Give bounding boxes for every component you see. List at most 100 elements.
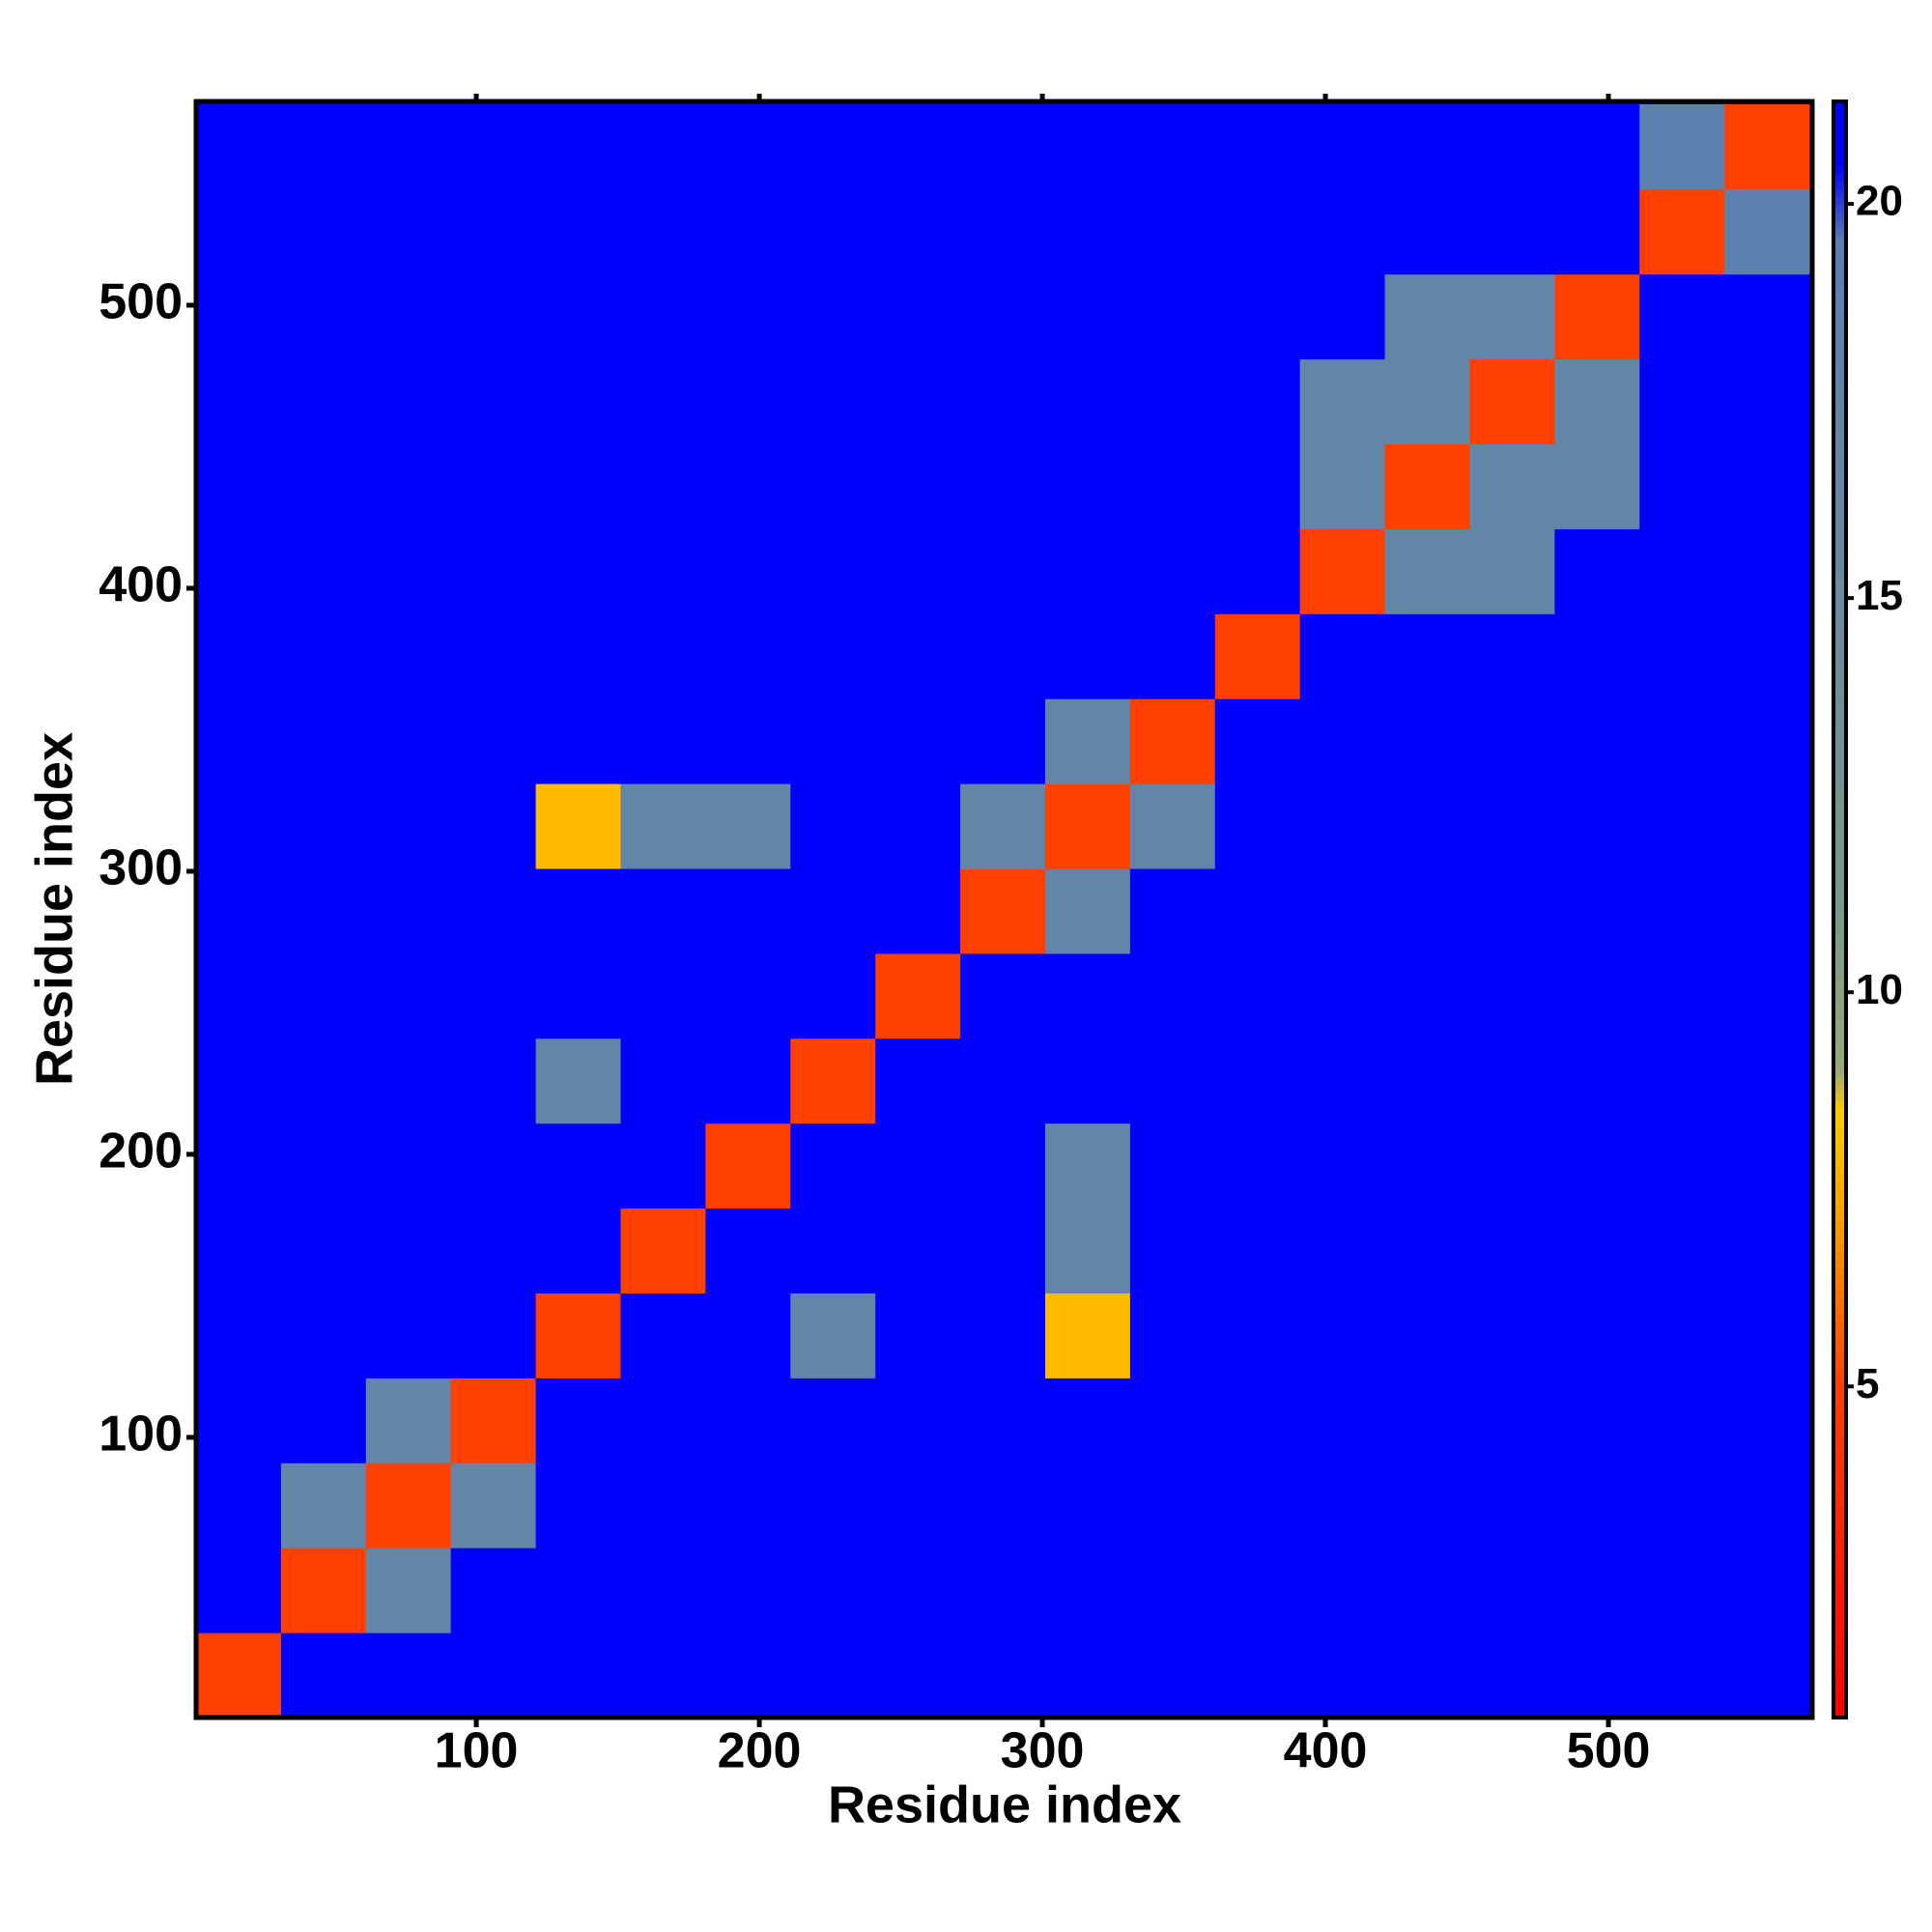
heatmap-cell [960,1378,1046,1463]
heatmap-cell [1554,188,1640,275]
heatmap-cell [450,1463,537,1548]
heatmap-cell [1044,1378,1131,1463]
heatmap-cell [1639,1208,1725,1294]
heatmap-cell [1469,443,1555,529]
heatmap-cell [960,443,1046,529]
heatmap-cell [196,358,282,445]
heatmap-cell [1299,1208,1386,1294]
heatmap-cell [1214,443,1301,529]
heatmap-cell [1214,1378,1301,1463]
heatmap-cell [450,952,537,1039]
heatmap-cell [535,1633,621,1719]
heatmap-cell [1299,188,1386,275]
heatmap-cell [450,443,537,529]
heatmap-cell [450,1122,537,1209]
heatmap-cell [1299,273,1386,360]
heatmap-cell [790,1293,876,1378]
heatmap-cell [620,1122,706,1209]
heatmap-cell [1214,868,1301,954]
heatmap-cell [960,783,1046,869]
heatmap-cell [875,698,961,784]
heatmap-cell [790,952,876,1039]
heatmap-cell [450,103,537,190]
heatmap-cell [705,783,791,869]
heatmap-cell [1214,188,1301,275]
heatmap-cell [875,103,961,190]
heatmap-cell [365,358,452,445]
heatmap-cell [1639,952,1725,1039]
heatmap-cell [705,613,791,699]
heatmap-cell [1639,103,1725,190]
heatmap-cell [1299,443,1386,529]
heatmap-cell [960,868,1046,954]
heatmap-cell [280,1208,367,1294]
heatmap-cell [535,358,621,445]
heatmap-cell [535,103,621,190]
heatmap-cell [960,528,1046,614]
heatmap-cell [1384,358,1470,445]
heatmap-cell [1214,358,1301,445]
heatmap-cell [1384,1378,1470,1463]
heatmap-cell [535,1548,621,1634]
heatmap-cell [450,188,537,275]
heatmap-cell [365,103,452,190]
heatmap-cell [1129,273,1216,360]
heatmap-cell [196,783,282,869]
heatmap-cell [1044,1633,1131,1719]
heatmap-cell [280,1463,367,1548]
heatmap-cell [1299,783,1386,869]
heatmap-cell [790,613,876,699]
heatmap-cell [875,528,961,614]
heatmap-cell [1469,358,1555,445]
heatmap-cell [1299,1293,1386,1378]
heatmap-cell [280,1633,367,1719]
heatmap-cell [875,1293,961,1378]
heatmap-cell [535,868,621,954]
heatmap-cell [1044,1208,1131,1294]
heatmap-cell [1214,273,1301,360]
heatmap-cell [1384,1548,1470,1634]
heatmap-cell [620,783,706,869]
heatmap-cell [196,1378,282,1463]
heatmap-cell [1044,273,1131,360]
colorbar-tick-label: 10 [1856,966,1903,1013]
heatmap-cell [196,1548,282,1634]
heatmap-cell [790,1208,876,1294]
heatmap-cell [1299,1122,1386,1209]
heatmap-cell [1554,1463,1640,1548]
heatmap-cell [620,1037,706,1124]
heatmap-cell [1214,1037,1301,1124]
heatmap-cell [1639,1378,1725,1463]
heatmap-cell [1724,1633,1810,1719]
heatmap-cell [1044,443,1131,529]
heatmap-cell [1469,1633,1555,1719]
heatmap-cell [280,103,367,190]
heatmap-cell [196,868,282,954]
heatmap-cell [1469,1293,1555,1378]
heatmap-cell [1299,613,1386,699]
heatmap-cell [280,698,367,784]
heatmap-cell [705,188,791,275]
heatmap-cell [620,1293,706,1378]
heatmap-cell [196,952,282,1039]
heatmap-cell [1129,188,1216,275]
x-tick-label: 500 [1567,1723,1651,1779]
heatmap-cell [790,358,876,445]
heatmap-cell [790,1122,876,1209]
heatmap-cell [705,273,791,360]
heatmap-cell [280,273,367,360]
heatmap-cell [450,613,537,699]
heatmap-cell [1639,528,1725,614]
heatmap-cell [1214,1463,1301,1548]
heatmap-cell [365,273,452,360]
heatmap-cell [1724,1293,1810,1378]
heatmap-cell [1044,1122,1131,1209]
heatmap-cell [450,528,537,614]
heatmap-cell [620,1463,706,1548]
heatmap-cell [1724,1378,1810,1463]
heatmap-cell [1639,443,1725,529]
heatmap-cell [960,1037,1046,1124]
heatmap-cell [790,1633,876,1719]
heatmap-cell [1214,528,1301,614]
